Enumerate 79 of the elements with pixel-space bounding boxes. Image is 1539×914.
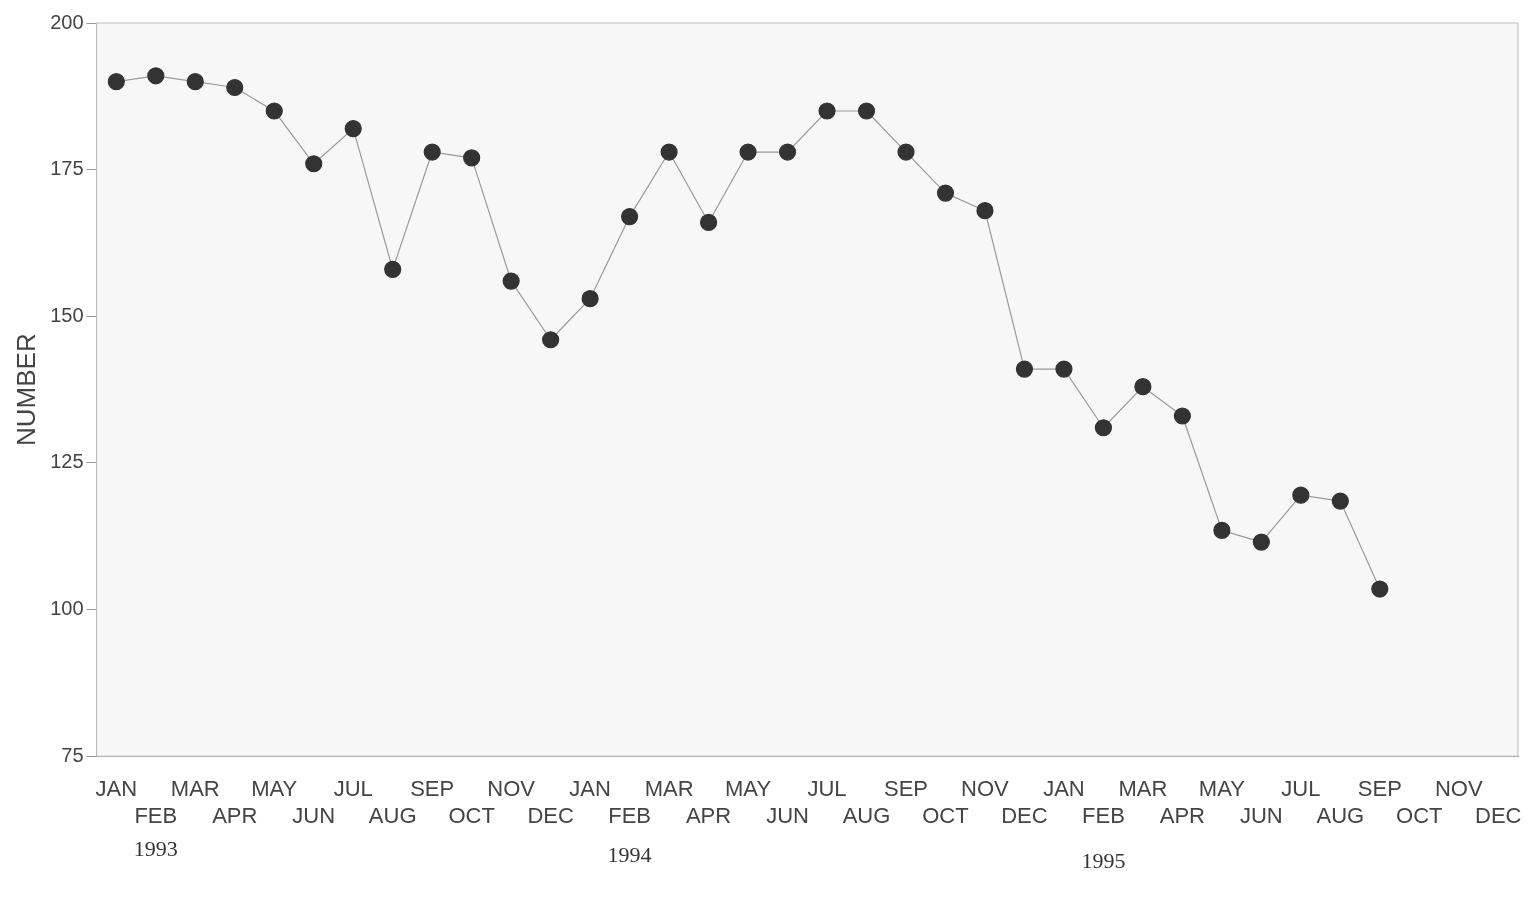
point	[107, 73, 125, 91]
point	[344, 119, 362, 138]
x-tick-label: JUN	[292, 802, 336, 828]
point	[463, 149, 481, 167]
point	[1331, 492, 1349, 510]
point	[1134, 378, 1152, 396]
x-tick-label: DEC	[527, 802, 574, 828]
x-tick-label: APR	[685, 802, 732, 828]
text: 1995	[1081, 848, 1126, 874]
y-tick-label: 200	[50, 10, 84, 33]
point	[660, 143, 678, 161]
text: 1994	[607, 842, 652, 868]
x-tick-label: SEP	[410, 776, 455, 802]
point	[265, 102, 283, 120]
point	[699, 213, 718, 232]
y-tick-label: 75	[61, 743, 84, 766]
x-tick-label: MAR	[644, 776, 694, 802]
x-tick-label: AUG	[368, 802, 417, 828]
x-tick-label: DEC	[1475, 802, 1522, 828]
x-tick-label: JUL	[1281, 776, 1321, 802]
x-tick-label: FEB	[608, 802, 651, 828]
x-tick-label: MAY	[251, 776, 298, 802]
point	[581, 290, 599, 308]
x-tick-label: SEP	[883, 776, 929, 802]
point	[739, 143, 757, 161]
x-tick-label: FEB	[1082, 802, 1125, 828]
point	[897, 143, 915, 161]
point	[147, 67, 165, 85]
x-tick-label: AUG	[842, 802, 891, 828]
x-tick-label: OCT	[448, 802, 495, 828]
x-tick-label: APR	[1159, 802, 1206, 828]
point	[976, 202, 994, 220]
point	[1094, 419, 1113, 437]
x-tick-label: JUN	[766, 802, 809, 828]
text: 1993	[133, 836, 178, 862]
x-tick-label: AUG	[1316, 802, 1365, 828]
point	[1055, 360, 1073, 378]
point	[1015, 360, 1034, 378]
point	[621, 207, 639, 226]
point	[502, 272, 520, 290]
point	[818, 102, 836, 120]
point	[423, 143, 441, 161]
point	[186, 73, 204, 91]
x-tick-label: OCT	[922, 802, 969, 828]
x-tick-label: DEC	[1001, 802, 1048, 828]
x-tick-label: JAN	[95, 776, 138, 802]
x-tick-label: NOV	[961, 776, 1010, 802]
x-tick-label: APR	[212, 802, 258, 828]
x-tick-label: MAY	[725, 776, 772, 802]
x-tick-label: NOV	[487, 776, 536, 802]
point	[1173, 407, 1191, 425]
point	[1213, 521, 1231, 539]
point	[384, 260, 402, 278]
y-tick-label: 175	[50, 157, 84, 180]
point	[936, 184, 955, 202]
y-axis-title: NUMBER	[10, 333, 41, 446]
x-tick-label: JAN	[1043, 776, 1085, 802]
x-tick-label: FEB	[134, 802, 178, 828]
x-tick-label: JUN	[1239, 802, 1283, 828]
x-tick-label: JAN	[569, 776, 611, 802]
point	[857, 102, 876, 120]
point	[1371, 580, 1389, 598]
y-tick-label: 125	[50, 450, 84, 473]
point	[226, 78, 244, 97]
y-tick-label: 100	[50, 597, 84, 620]
x-tick-label: MAY	[1198, 776, 1246, 802]
x-tick-label: MAR	[170, 776, 220, 802]
point	[778, 143, 797, 161]
point	[1252, 533, 1270, 551]
x-tick-label: JUL	[333, 776, 373, 802]
x-tick-label: SEP	[1357, 776, 1402, 802]
point	[305, 155, 323, 173]
point	[542, 331, 560, 349]
x-tick-label: NOV	[1434, 776, 1483, 802]
x-tick-label: MAR	[1118, 776, 1168, 802]
point	[1292, 486, 1310, 504]
y-tick-label: 150	[50, 303, 84, 326]
x-tick-label: OCT	[1396, 802, 1443, 828]
x-tick-label: JUL	[807, 776, 847, 802]
